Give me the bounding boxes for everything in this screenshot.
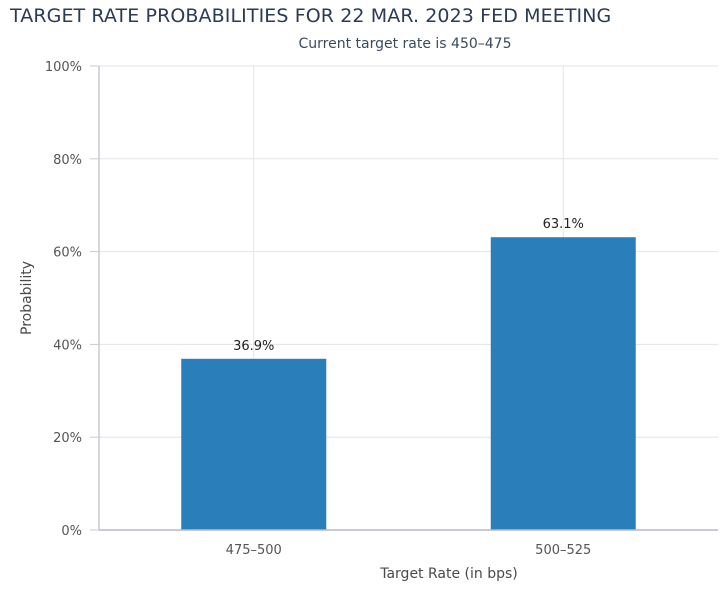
y-tick-label: 0% [61, 524, 82, 539]
y-axis-title: Probability [19, 261, 35, 335]
axes [90, 65, 718, 531]
y-tick-label: 60% [53, 246, 82, 261]
bar[interactable] [490, 237, 636, 530]
y-tick-label: 100% [45, 60, 82, 75]
x-tick-label: 500–525 [535, 543, 591, 558]
bars [181, 237, 636, 530]
labels: 0% 20% 40% 60% 80% 100% 36.9% 475–500 63.1% 500–5… [45, 60, 591, 558]
chart-subtitle: Current target rate is 450–475 [298, 36, 512, 52]
x-tick-label: 475–500 [226, 543, 282, 558]
data-label: 63.1% [543, 217, 584, 232]
x-axis-title: Target Rate (in bps) [379, 566, 518, 582]
y-tick-label: 80% [53, 153, 82, 168]
data-label: 36.9% [233, 339, 274, 354]
chart-title: TARGET RATE PROBABILITIES FOR 22 MAR. 20… [10, 5, 612, 27]
y-tick-label: 20% [53, 431, 82, 446]
y-tick-label: 40% [53, 338, 82, 353]
bar[interactable] [181, 358, 327, 530]
